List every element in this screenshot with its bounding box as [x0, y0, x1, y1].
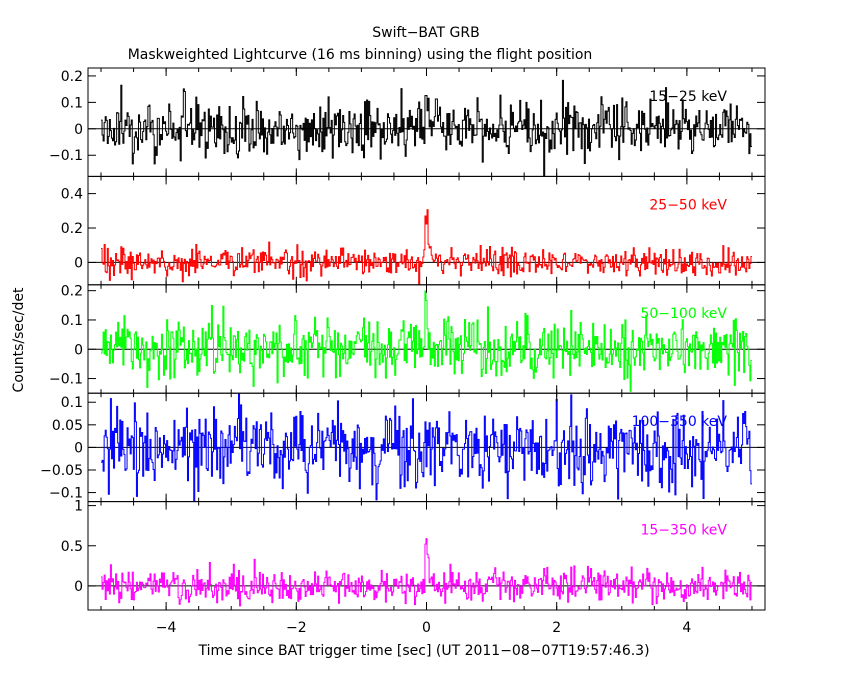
panel-frame-2 — [87, 284, 766, 394]
series-label-3: 100−350 keV — [632, 414, 728, 430]
y-tick-label-3-1: 0.05 — [52, 418, 83, 434]
y-tick-label-2-3: −0.1 — [49, 372, 83, 388]
series-line-3 — [101, 393, 752, 502]
series-line-0 — [101, 79, 752, 177]
y-tick-label-0-0: 0.2 — [61, 69, 83, 85]
y-tick-label-1-0: 0.4 — [61, 187, 83, 203]
chart-subtitle: Maskweighted Lightcurve (16 ms binning) … — [128, 47, 593, 63]
series-label-2: 50−100 keV — [640, 306, 727, 322]
y-tick-label-4-0: 1 — [74, 499, 83, 515]
y-tick-label-3-2: 0 — [74, 440, 83, 456]
x-tick-label-2: 0 — [422, 620, 431, 636]
x-tick-label-4: 4 — [682, 620, 691, 636]
y-tick-label-1-1: 0.2 — [61, 221, 83, 237]
series-label-1: 25−50 keV — [649, 197, 727, 213]
y-tick-label-1-2: 0 — [74, 255, 83, 271]
series-label-0: 15−25 keV — [649, 89, 727, 105]
chart-title: Swift−BAT GRB — [372, 25, 479, 41]
y-tick-label-0-2: 0 — [74, 122, 83, 138]
y-tick-label-3-0: 0.1 — [61, 395, 83, 411]
series-line-4 — [101, 538, 752, 607]
x-axis-label: Time since BAT trigger time [sec] (UT 20… — [197, 643, 649, 659]
y-tick-label-3-4: −0.1 — [49, 486, 83, 502]
panel-2: 0.2 0.1 0 −0.1 50−100 keV — [49, 284, 766, 394]
x-axis: −4 −2 0 2 4 — [156, 620, 692, 636]
y-tick-label-0-1: 0.1 — [61, 95, 83, 111]
series-line-2 — [101, 290, 752, 392]
panel-3: 0.1 0.05 0 −0.05 −0.1 100−350 keV — [40, 392, 766, 503]
x-tick-label-3: 2 — [552, 620, 561, 636]
y-tick-label-0-3: −0.1 — [49, 148, 83, 164]
y-tick-label-3-3: −0.05 — [40, 463, 83, 479]
y-tick-label-4-2: 0 — [74, 579, 83, 595]
panel-0: 0.2 0.1 0 −0.1 15−25 keV — [49, 67, 766, 177]
y-tick-label-2-1: 0.1 — [61, 313, 83, 329]
y-tick-label-2-2: 0 — [74, 342, 83, 358]
panel-1: 0.4 0.2 0 25−50 keV — [61, 175, 766, 286]
x-tick-label-1: −2 — [286, 620, 307, 636]
x-tick-label-0: −4 — [156, 620, 177, 636]
y-axis-label: Counts/sec/det — [11, 287, 27, 392]
y-tick-label-4-1: 0.5 — [61, 539, 83, 555]
y-tick-label-2-0: 0.2 — [61, 284, 83, 300]
series-line-1 — [101, 209, 752, 285]
panel-4: 1 0.5 0 15−350 keV — [61, 499, 766, 611]
series-label-4: 15−350 keV — [640, 523, 727, 539]
